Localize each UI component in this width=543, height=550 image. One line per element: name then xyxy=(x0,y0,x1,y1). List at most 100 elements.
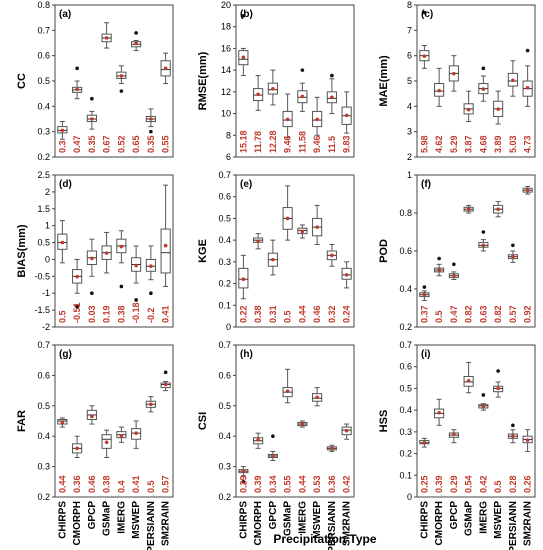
value-label: 0.47 xyxy=(72,135,82,153)
x-category-label: SM2RAIN xyxy=(161,501,172,546)
box-chirps: 0.25 xyxy=(419,437,430,493)
mean-marker xyxy=(104,251,109,255)
panel-g: 0.2 0.3 0.4 0.5 0.6 0.7 FAR (g) 0.44 0.36 0.46 0.38… xyxy=(16,340,174,550)
mean-marker xyxy=(75,274,79,279)
outlier-point xyxy=(149,291,153,296)
box-sm2rain: 0.42 xyxy=(341,423,352,493)
y-tick-label: 0.3 xyxy=(399,427,412,437)
panel-e: 0 0.1 0.2 0.3 0.4 0.5 0.6 0.7 KGE (e) 0.22 0.38 0.31… xyxy=(197,170,355,332)
outlier-point xyxy=(422,10,427,15)
value-label: 9.46 xyxy=(283,135,293,153)
value-label: 0.35 xyxy=(146,135,156,153)
mean-marker xyxy=(437,410,441,415)
x-category-label: GPCP xyxy=(87,501,98,530)
y-tick-label: 7 xyxy=(407,25,412,35)
box-gsmap: 0.54 xyxy=(463,361,474,493)
mean-marker xyxy=(315,395,319,400)
plot-frame xyxy=(54,344,174,498)
panel-label: (f) xyxy=(421,179,431,190)
y-tick-label: 0.6 xyxy=(399,246,412,256)
y-tick-label: 2.5 xyxy=(37,170,50,180)
value-label: 0.52 xyxy=(116,135,126,153)
value-label: 0.34 xyxy=(268,475,278,493)
y-tick-label: 0.4 xyxy=(399,405,412,415)
y-tick-label: -1 xyxy=(42,288,50,298)
box-mswep: 0.82 xyxy=(493,201,504,323)
value-label: 0.29 xyxy=(449,475,459,493)
y-tick-label: -1.5 xyxy=(34,305,50,315)
panel-b: 6 8 10 12 14 16 18 20 RMSE(mm) (b) 15.18 11.78 12.28… xyxy=(197,0,355,162)
outlier-point xyxy=(300,68,305,72)
mean-marker xyxy=(437,88,441,93)
y-tick-label: 0.4 xyxy=(37,431,50,441)
panel-label: (g) xyxy=(59,349,72,360)
panel-i: 0 0.1 0.2 0.3 0.4 0.5 0.6 0.7 HSS (i) 0.25 0.39 0.29… xyxy=(378,340,536,550)
mean-marker xyxy=(256,438,260,442)
mean-marker xyxy=(300,94,305,99)
y-tick-label: 1.5 xyxy=(37,204,50,214)
outlier-point xyxy=(163,370,168,375)
value-label: 0.55 xyxy=(161,135,171,153)
value-label: 0.47 xyxy=(449,305,459,323)
panel-h: 0.2 0.3 0.4 0.5 0.6 0.7 CSI (h) 0.29 0.39 0.34 0.55… xyxy=(197,340,355,550)
y-tick-label: 0 xyxy=(226,322,231,332)
value-label: 0.44 xyxy=(297,475,307,493)
value-label: 0.63 xyxy=(478,305,488,323)
y-tick-label: 0.3 xyxy=(218,462,231,472)
panel-label: (a) xyxy=(59,9,71,20)
mean-marker xyxy=(344,428,349,433)
outlier-point xyxy=(437,256,441,261)
box-mswep: 0.5 xyxy=(493,369,504,493)
plot-frame xyxy=(54,4,174,158)
box-gsmap: 3.87 xyxy=(463,90,474,153)
outlier-point xyxy=(134,31,138,35)
y-tick-label: 0.3 xyxy=(37,127,50,137)
mean-marker xyxy=(525,86,530,90)
box-mswep: 0.65 xyxy=(131,31,142,153)
mean-marker xyxy=(466,207,471,211)
plot-frame xyxy=(416,344,536,498)
mean-marker xyxy=(525,188,530,192)
y-axis-label: POD xyxy=(378,239,390,263)
value-label: 0.26 xyxy=(523,475,533,493)
box-persiann: 0.36 xyxy=(326,444,337,493)
box-imerg: 4.68 xyxy=(478,66,489,153)
y-tick-label: 0.7 xyxy=(37,25,50,35)
outlier-point xyxy=(496,369,500,373)
value-label: 0.3 xyxy=(57,140,67,153)
y-tick-label: 0.3 xyxy=(37,462,50,472)
box-sm2rain: 4.73 xyxy=(522,48,533,153)
mean-marker xyxy=(422,292,427,297)
outlier-point xyxy=(525,48,530,53)
y-tick-label: 6 xyxy=(226,152,231,162)
mean-marker xyxy=(511,434,515,439)
panel-label: (c) xyxy=(421,9,433,20)
x-category-label: GSMaP xyxy=(283,501,294,536)
y-tick-label: 3 xyxy=(407,127,412,137)
outlier-point xyxy=(119,89,124,93)
value-label: 0.39 xyxy=(434,475,444,493)
outlier-point xyxy=(511,423,515,428)
value-label: 0.19 xyxy=(102,305,112,323)
value-label: 0.82 xyxy=(493,305,503,323)
mean-marker xyxy=(285,389,290,394)
y-axis-label: CC xyxy=(16,73,28,89)
box-cmorph: 0.39 xyxy=(253,432,264,493)
box-chirps: 0.37 xyxy=(419,285,430,323)
value-label: 0.5 xyxy=(146,480,156,493)
box-gpcp: 0.46 xyxy=(86,405,97,493)
panel-label: (d) xyxy=(59,179,72,190)
y-tick-label: 8 xyxy=(407,0,412,10)
value-label: 0.57 xyxy=(508,305,518,323)
box-persiann: 0.35 xyxy=(145,108,156,153)
mean-marker xyxy=(163,66,168,71)
value-label: 0.24 xyxy=(342,305,352,323)
mean-marker xyxy=(452,273,456,278)
y-axis-label: CSI xyxy=(197,412,209,430)
plot-frame xyxy=(54,174,174,328)
mean-marker xyxy=(134,431,138,435)
outlier-point xyxy=(511,243,515,248)
y-tick-label: -0.5 xyxy=(34,271,50,281)
y-tick-label: 0.4 xyxy=(399,284,412,294)
y-axis-label: MAE(mm) xyxy=(378,55,390,107)
